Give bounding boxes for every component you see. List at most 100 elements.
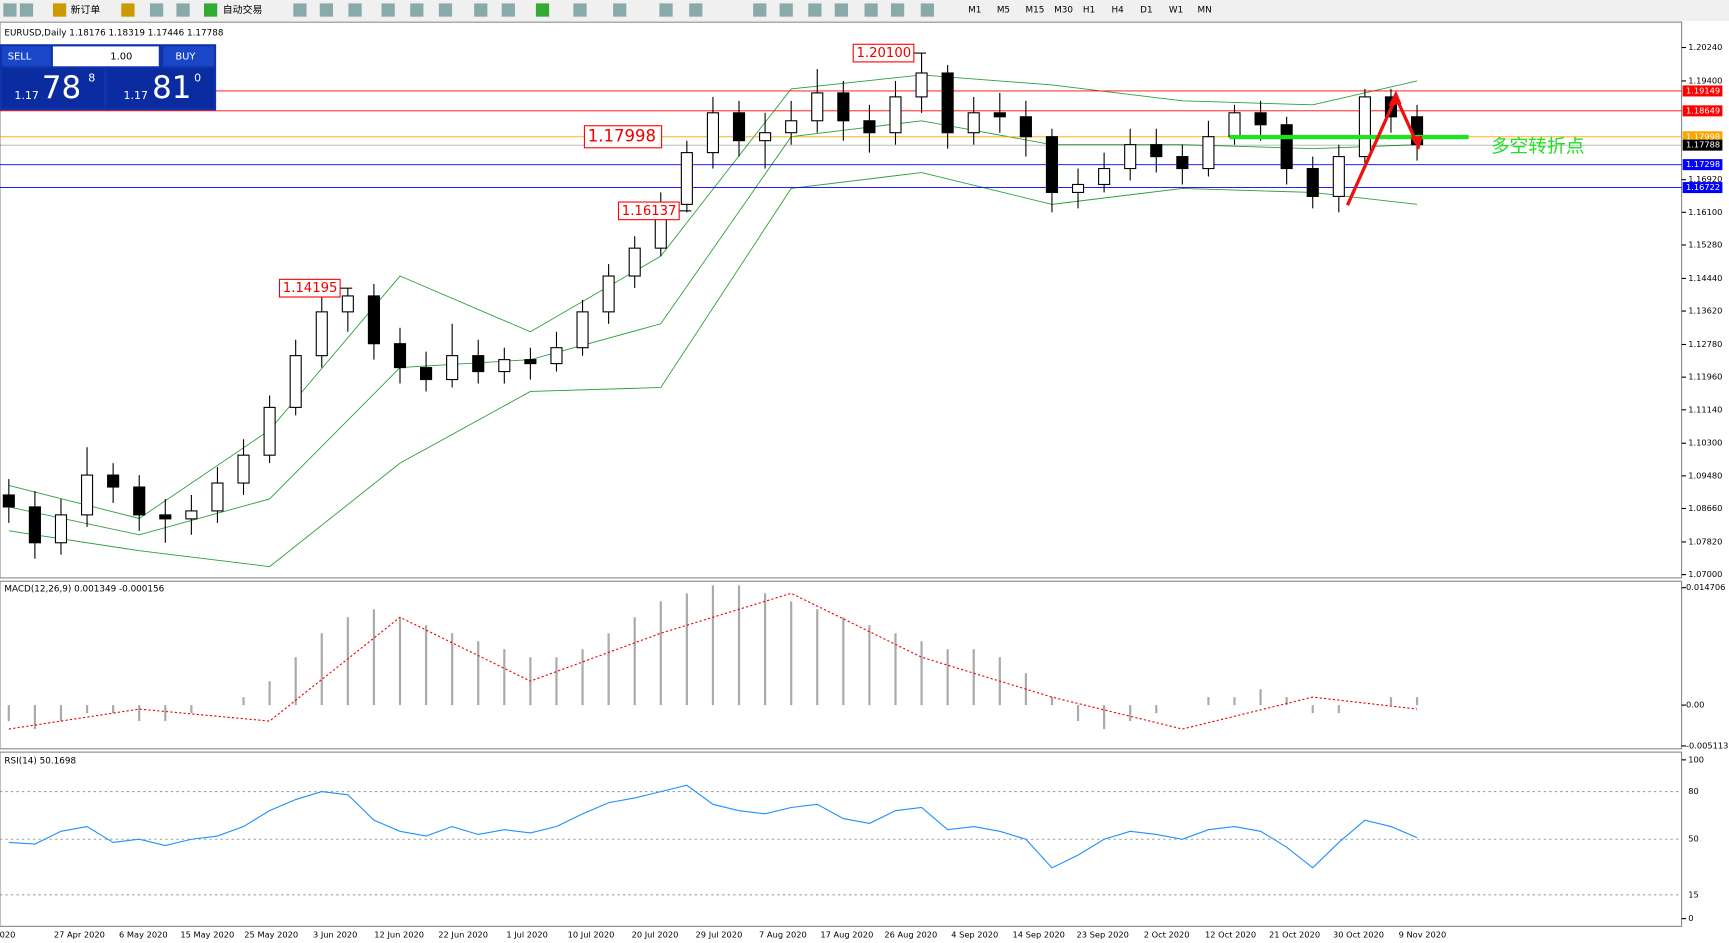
candle-body [811, 92, 824, 122]
level-tag-label: 1.17788 [1686, 140, 1720, 150]
candle-body [28, 506, 41, 544]
icon[interactable] [319, 3, 334, 17]
x-tick-label: 30 Oct 2020 [1333, 930, 1384, 940]
icon[interactable] [438, 3, 453, 17]
candle-body [159, 514, 172, 520]
x-tick-label: 27 Apr 2020 [54, 930, 105, 940]
icon[interactable] [834, 3, 848, 17]
x-tick-label: 25 May 2020 [244, 930, 298, 940]
candle-body [211, 482, 224, 512]
rsi-label: RSI(14) 50.1698 [4, 756, 76, 766]
timeframe[interactable]: M30 [1054, 6, 1073, 16]
candle-body [393, 343, 407, 369]
x-tick-label: 20 Jul 2020 [632, 930, 679, 940]
level-tag-label: 1.16722 [1686, 182, 1720, 192]
icon[interactable] [535, 3, 550, 17]
macd-bar [1050, 697, 1054, 706]
candle-body [602, 275, 615, 313]
buy-price-box[interactable] [106, 68, 214, 109]
trade-panel: SELL 1.00 BUY 1.17 78 8 1.17 81 0 [0, 44, 217, 111]
icon[interactable] [659, 3, 673, 17]
candle-body [367, 295, 380, 345]
timeframe[interactable]: M5 [997, 6, 1010, 16]
annotation-label: 1.20100 [857, 46, 912, 61]
macd-bar [737, 585, 741, 706]
y-tick-label: 1.19400 [1688, 75, 1722, 85]
y-tick-label: 0.014706 [1686, 582, 1725, 592]
icon[interactable] [501, 3, 515, 17]
macd-bar [555, 657, 558, 706]
icon[interactable] [753, 3, 767, 17]
sell-label[interactable]: SELL [8, 51, 32, 62]
annotation-box [278, 278, 341, 298]
icon[interactable] [573, 3, 587, 17]
icon[interactable] [613, 3, 627, 17]
lots-input[interactable] [52, 46, 159, 67]
macd-bar [1233, 697, 1236, 706]
macd-bar [164, 705, 167, 722]
lots[interactable]: 1.00 [110, 51, 132, 62]
buy-button[interactable] [163, 46, 214, 67]
icon[interactable] [19, 3, 34, 17]
icon[interactable] [52, 3, 67, 17]
icon[interactable] [779, 3, 793, 17]
icon[interactable] [293, 3, 307, 17]
icon[interactable] [3, 3, 17, 17]
auto-trading[interactable]: 自动交易 [223, 3, 263, 16]
y-tick-label: 80 [1688, 786, 1699, 796]
macd-bar [1103, 705, 1106, 730]
candle-body [1202, 136, 1215, 170]
timeframe[interactable]: W1 [1169, 6, 1183, 16]
timeframe[interactable]: MN [1198, 6, 1212, 16]
macd-bar [816, 609, 819, 706]
icon[interactable] [203, 3, 218, 17]
x-tick-label: 23 Sep 2020 [1076, 930, 1128, 940]
sell-button[interactable] [2, 46, 51, 67]
macd-bar [868, 625, 871, 706]
icon[interactable] [474, 3, 488, 17]
icon[interactable] [176, 3, 190, 17]
macd-bar [972, 649, 975, 706]
timeframe[interactable]: D1 [1140, 6, 1152, 16]
buy-label[interactable]: BUY [175, 51, 196, 62]
icon[interactable] [348, 3, 362, 17]
candle-body [420, 367, 433, 381]
timeframe[interactable]: H1 [1083, 6, 1095, 16]
level-tag [1682, 85, 1723, 97]
icon[interactable] [890, 3, 905, 17]
x-tick-label: 29 Jul 2020 [696, 930, 743, 940]
icon[interactable] [689, 3, 703, 17]
y-tick-label: 0 [1688, 913, 1693, 923]
macd-bar [946, 649, 949, 706]
x-tick-label: 10 Jul 2020 [568, 930, 615, 940]
macd-bar [7, 705, 10, 722]
icon[interactable] [920, 3, 934, 17]
icon[interactable] [121, 3, 135, 17]
y-tick-label: 1.20240 [1688, 42, 1722, 52]
candle-body [1045, 136, 1059, 193]
icon[interactable] [808, 3, 822, 17]
candle-body [759, 132, 772, 142]
new-order[interactable]: 新订单 [71, 3, 101, 16]
sell-price-box[interactable] [2, 68, 104, 109]
icon[interactable] [381, 3, 395, 17]
icon[interactable] [149, 3, 164, 17]
x-tick-label: 3 Jun 2020 [313, 930, 357, 940]
timeframe[interactable]: M15 [1025, 6, 1044, 16]
y-tick-label: 1.08660 [1688, 503, 1722, 513]
candle-body [2, 494, 15, 508]
candle-body [472, 355, 485, 373]
timeframe[interactable]: H4 [1112, 6, 1125, 16]
candle-body [732, 112, 746, 142]
rsi-line [8, 784, 1418, 869]
timeframe[interactable]: M1 [968, 6, 981, 16]
candle-body [1306, 167, 1319, 197]
x-tick-label: 12 Jun 2020 [374, 930, 424, 940]
macd-bar [1311, 705, 1314, 714]
bollinger-upper [8, 74, 1418, 519]
icon[interactable] [864, 3, 878, 17]
icon[interactable] [410, 3, 424, 17]
macd-bar [294, 657, 297, 706]
